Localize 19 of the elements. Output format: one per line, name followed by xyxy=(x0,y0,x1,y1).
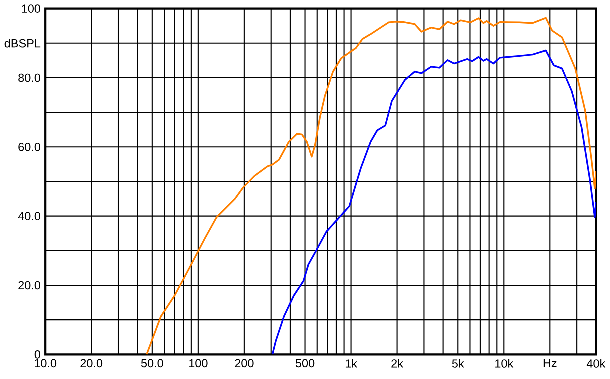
x-tick-label: 20.0 xyxy=(80,359,103,368)
y-tick-label: 100 xyxy=(22,4,41,13)
x-tick-label: 100 xyxy=(190,359,208,368)
x-tick-label: 10.0 xyxy=(35,359,57,368)
x-tick-label: 50.0 xyxy=(141,359,164,368)
x-tick-label: 5k xyxy=(452,359,464,368)
x-tick-label: 500 xyxy=(296,359,315,368)
y-tick-label: 80.0 xyxy=(18,74,41,82)
y-tick-label: 60.0 xyxy=(18,142,41,152)
x-tick-label: 1k xyxy=(346,359,358,368)
x-tick-label: 40k xyxy=(586,359,606,368)
y-tick-label: 20.0 xyxy=(18,281,41,290)
x-tick-label: 200 xyxy=(235,359,254,368)
y-tick-label: dBSPL xyxy=(4,39,41,48)
x-tick-label: Hz xyxy=(544,359,557,368)
x-tick-label: 2k xyxy=(392,359,404,368)
y-tick-label: 40.0 xyxy=(18,212,41,220)
x-tick-label: 10k xyxy=(496,359,514,368)
y-tick-label: 0 xyxy=(34,350,41,359)
